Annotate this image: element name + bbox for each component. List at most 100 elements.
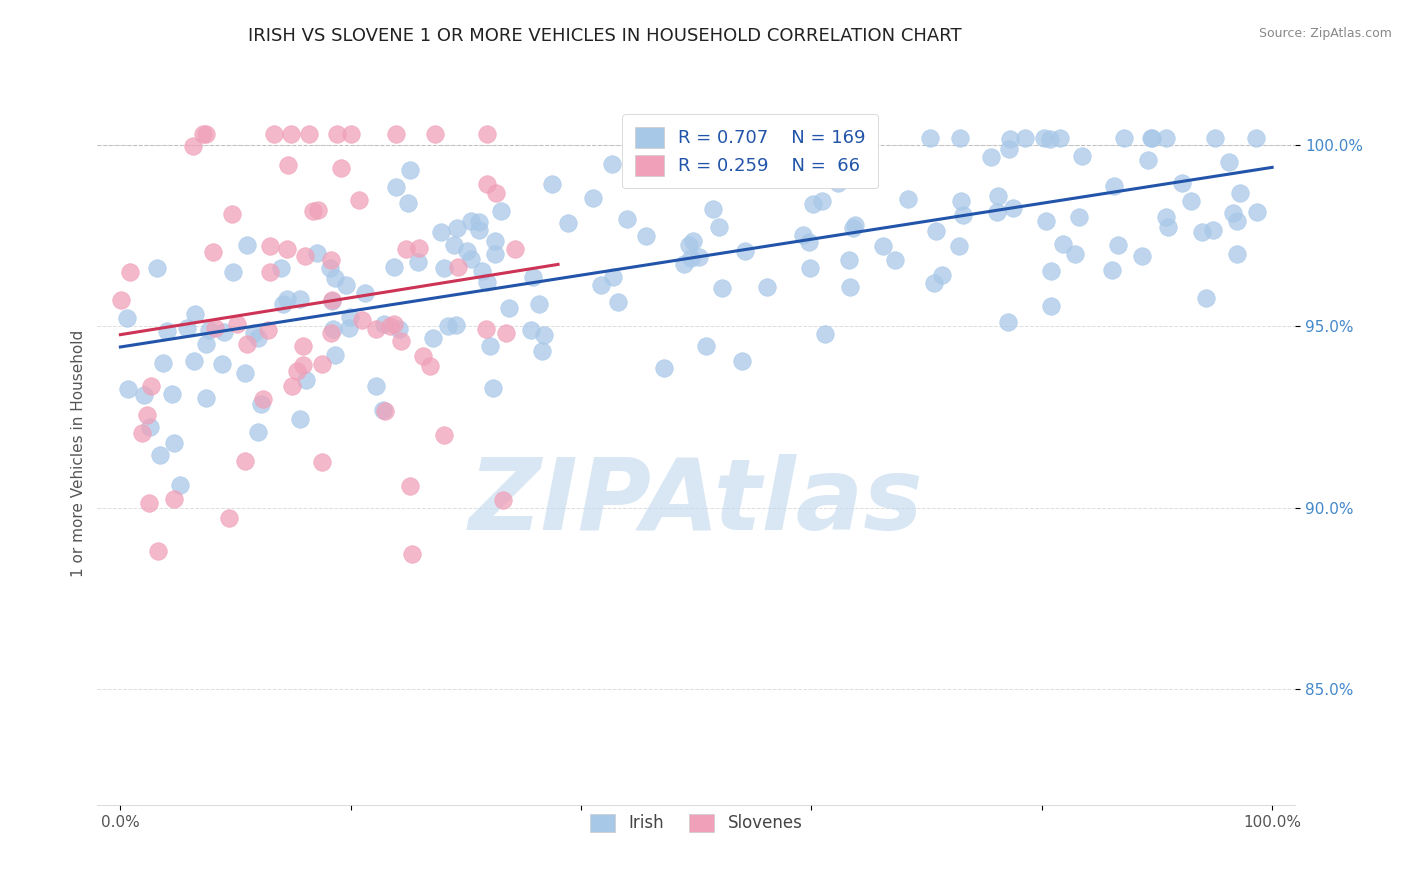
Point (678, 237, 700, 252)
Point (1039, 131, 1062, 145)
Point (422, 331, 444, 345)
Point (247, 331, 270, 345)
Point (839, 169, 862, 183)
Point (1156, 210, 1178, 224)
Point (288, 293, 311, 307)
Point (214, 325, 236, 339)
Point (366, 322, 388, 336)
Point (399, 162, 422, 177)
Point (339, 310, 361, 324)
Point (145, 261, 167, 276)
Text: ZIPAtlas: ZIPAtlas (468, 454, 924, 551)
Point (709, 220, 731, 235)
Point (131, 425, 153, 440)
Point (221, 206, 243, 220)
Point (163, 491, 186, 506)
Point (382, 260, 405, 274)
Point (924, 276, 946, 290)
Point (811, 194, 834, 208)
Point (1040, 299, 1063, 313)
Point (485, 186, 508, 200)
Point (437, 318, 460, 333)
Point (522, 270, 544, 285)
Point (373, 317, 395, 331)
Point (195, 337, 218, 351)
Point (433, 261, 456, 276)
Point (1101, 262, 1123, 277)
Point (385, 180, 408, 194)
Point (443, 237, 465, 252)
Point (340, 127, 363, 141)
Point (276, 293, 298, 307)
Point (925, 224, 948, 238)
Point (533, 327, 555, 342)
Point (146, 544, 169, 558)
Point (475, 127, 498, 141)
Point (202, 245, 225, 260)
Point (591, 278, 613, 293)
Point (295, 373, 318, 387)
Point (263, 127, 285, 141)
Point (702, 202, 724, 216)
Point (117, 382, 139, 396)
Point (194, 391, 217, 405)
Point (460, 214, 482, 228)
Point (713, 130, 735, 145)
Point (141, 378, 163, 392)
Point (738, 130, 761, 145)
Point (998, 132, 1021, 146)
Point (652, 361, 675, 376)
Point (616, 211, 638, 226)
Point (1244, 130, 1267, 145)
Point (986, 205, 1008, 219)
Point (181, 139, 204, 153)
Point (169, 478, 191, 492)
Point (801, 197, 824, 211)
Point (755, 280, 778, 294)
Point (382, 317, 405, 331)
Point (673, 257, 696, 271)
Point (1033, 130, 1056, 145)
Point (1063, 247, 1085, 261)
Point (384, 127, 406, 141)
Point (378, 318, 401, 333)
Point (198, 323, 221, 337)
Point (335, 277, 357, 292)
Point (1014, 130, 1036, 145)
Point (842, 221, 865, 235)
Point (280, 127, 302, 141)
Point (337, 321, 360, 335)
Point (110, 293, 132, 307)
Point (491, 203, 513, 218)
Point (136, 408, 159, 422)
Point (288, 412, 311, 426)
Point (152, 356, 174, 370)
Point (281, 379, 304, 393)
Point (695, 339, 717, 353)
Point (679, 251, 702, 265)
Point (682, 234, 704, 248)
Point (1107, 238, 1129, 252)
Point (697, 136, 720, 151)
Point (1226, 247, 1249, 261)
Point (285, 364, 308, 378)
Point (271, 297, 294, 311)
Text: Source: ZipAtlas.com: Source: ZipAtlas.com (1258, 27, 1392, 40)
Point (115, 310, 138, 325)
Point (797, 235, 820, 249)
Point (1049, 130, 1071, 145)
Point (1195, 291, 1218, 305)
Point (243, 326, 266, 341)
Point (484, 247, 506, 261)
Point (323, 348, 346, 362)
Point (838, 279, 860, 293)
Point (471, 264, 494, 278)
Point (920, 130, 942, 145)
Point (1140, 130, 1163, 145)
Point (531, 343, 554, 358)
Point (305, 246, 328, 260)
Point (734, 244, 756, 258)
Point (602, 269, 624, 284)
Point (727, 158, 749, 172)
Point (481, 381, 503, 395)
